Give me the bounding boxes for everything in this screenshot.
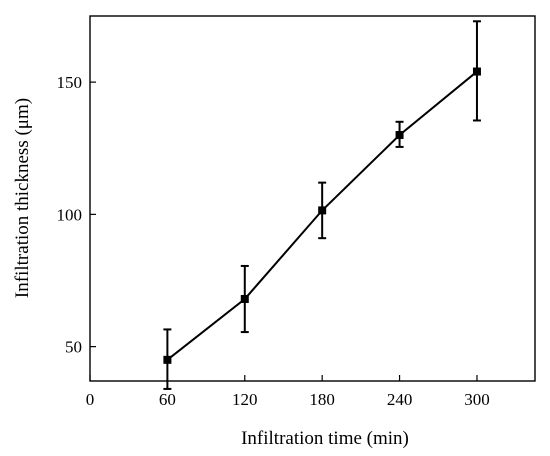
plot-frame: [89, 15, 536, 382]
x-tick-label: 0: [86, 390, 95, 409]
x-tick-label: 300: [464, 390, 490, 409]
data-point: [163, 355, 172, 364]
x-tick-label: 240: [387, 390, 413, 409]
data-point: [240, 295, 249, 304]
data-point: [395, 131, 404, 140]
y-axis-label: Infiltration thickness (μm): [12, 98, 33, 298]
data-series: [163, 20, 481, 390]
x-tick-label: 60: [159, 390, 176, 409]
data-point: [472, 67, 481, 76]
x-axis-label: Infiltration time (min): [241, 428, 409, 449]
y-tick-label: 150: [57, 73, 83, 92]
y-tick-label: 50: [65, 338, 82, 357]
x-tick-label: 120: [232, 390, 258, 409]
axis-ticks: 0 60 120 180 240 300 50 100 150: [57, 73, 490, 409]
x-tick-label: 180: [309, 390, 335, 409]
data-point: [318, 206, 327, 215]
y-tick-label: 100: [57, 205, 83, 224]
